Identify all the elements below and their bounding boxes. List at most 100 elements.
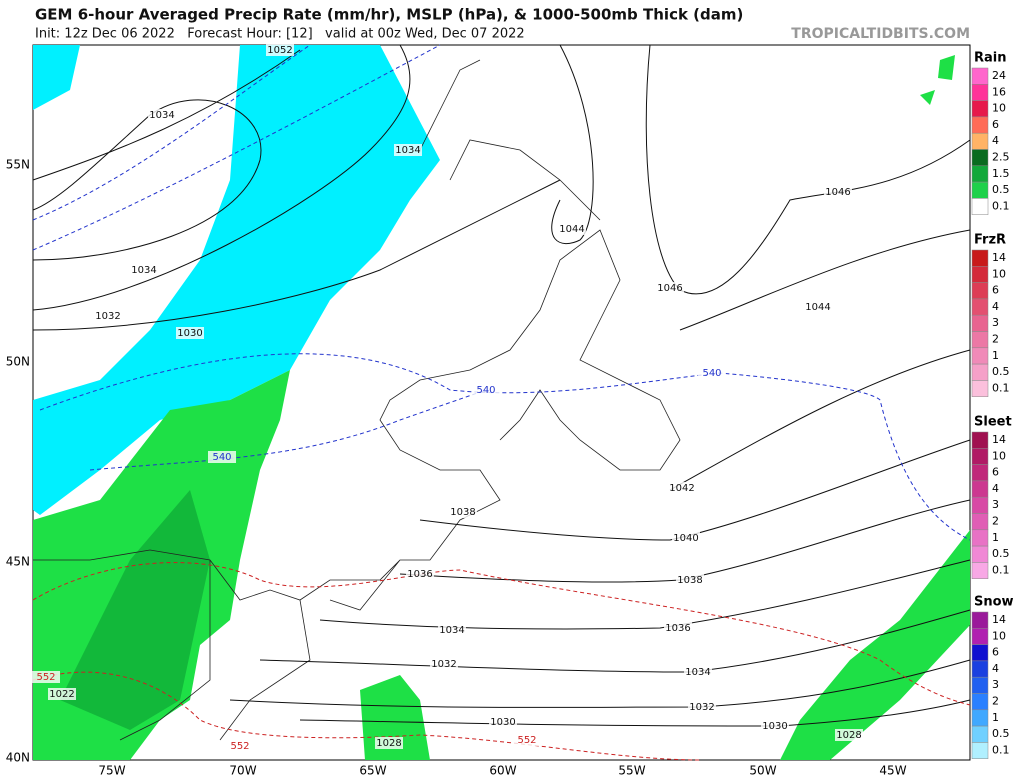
- label-backdrop: [394, 144, 422, 156]
- legend-label: 0.5: [992, 547, 1010, 560]
- legend-label: 16: [992, 85, 1006, 98]
- contour-label: 540: [702, 368, 721, 379]
- label-backdrop: [676, 574, 704, 586]
- title: GEM 6-hour Averaged Precip Rate (mm/hr),…: [35, 6, 743, 24]
- contour-label: 540: [476, 385, 495, 396]
- contour-label: 552: [36, 672, 55, 683]
- legend-label: 6: [992, 118, 999, 131]
- label-backdrop: [489, 716, 517, 728]
- legend-label: 2: [992, 695, 999, 708]
- legend: Rain241610642.51.50.50.1FrzR1410643210.5…: [971, 51, 1014, 759]
- lon-label: 45W: [879, 764, 906, 778]
- lon-label: 70W: [229, 764, 256, 778]
- contour-label: 1044: [805, 302, 830, 313]
- label-backdrop: [835, 729, 863, 741]
- label-backdrop: [824, 186, 852, 198]
- legend-swatch: [971, 198, 989, 215]
- snow-area: [33, 45, 440, 515]
- legend-label: 6: [992, 284, 999, 297]
- label-backdrop: [438, 624, 466, 636]
- contour-label: 1034: [395, 145, 420, 156]
- legend-label: 2: [992, 515, 999, 528]
- legend-swatch: [971, 380, 989, 397]
- contour-label: 1032: [95, 311, 120, 322]
- legend-label: 14: [992, 251, 1006, 264]
- lon-label: 75W: [98, 764, 125, 778]
- legend-label: 10: [992, 629, 1006, 642]
- legend-label: 10: [992, 267, 1006, 280]
- contour-label: 540: [212, 452, 231, 463]
- label-backdrop: [148, 109, 176, 121]
- legend-swatch: [971, 165, 989, 183]
- lon-label: 55W: [618, 764, 645, 778]
- contour-label: 1046: [657, 283, 682, 294]
- legend-swatch: [971, 660, 989, 678]
- legend-swatch: [971, 611, 989, 629]
- legend-title: Sleet: [974, 415, 1012, 430]
- label-backdrop: [449, 506, 477, 518]
- contour-label: 1038: [450, 507, 475, 518]
- contour-label: 1036: [665, 623, 690, 634]
- label-backdrop: [176, 327, 204, 339]
- label-backdrop: [130, 264, 158, 276]
- legend-label: 1: [992, 531, 999, 544]
- legend-swatch: [971, 347, 989, 365]
- contour-label: 1030: [490, 717, 515, 728]
- label-backdrop: [472, 384, 500, 396]
- legend-swatch: [971, 298, 989, 316]
- legend-label: 4: [992, 300, 999, 313]
- legend-swatch: [971, 100, 989, 118]
- legend-label: 10: [992, 449, 1006, 462]
- legend-swatch: [971, 331, 989, 349]
- label-backdrop: [94, 310, 122, 322]
- legend-swatch: [971, 562, 989, 579]
- legend-swatch: [971, 282, 989, 300]
- label-backdrop: [684, 666, 712, 678]
- label-backdrop: [513, 734, 541, 746]
- lat-label: 45N: [6, 555, 30, 569]
- legend-swatch: [971, 84, 989, 101]
- legend-label: 4: [992, 482, 999, 495]
- label-backdrop: [208, 451, 236, 463]
- label-backdrop: [266, 44, 294, 56]
- legend-swatch: [971, 266, 989, 283]
- legend-swatch: [971, 676, 989, 694]
- contour-label: 1040: [673, 533, 698, 544]
- legend-label: 3: [992, 316, 999, 329]
- label-backdrop: [698, 367, 726, 379]
- legend-label: 6: [992, 646, 999, 659]
- heavier-rain: [60, 490, 210, 730]
- label-backdrop: [672, 532, 700, 544]
- contour-label: 1028: [836, 730, 861, 741]
- lon-label: 65W: [359, 764, 386, 778]
- contour-label: 1030: [762, 721, 787, 732]
- label-backdrop: [656, 282, 684, 294]
- legend-swatch: [971, 249, 989, 267]
- legend-label: 1: [992, 711, 999, 724]
- label-backdrop: [668, 482, 696, 494]
- legend-swatch: [971, 363, 989, 381]
- legend-swatch: [971, 314, 989, 332]
- label-backdrop: [761, 720, 789, 732]
- contour-label: 1032: [431, 659, 456, 670]
- contour-label: 1034: [439, 625, 464, 636]
- legend-swatch: [971, 132, 989, 150]
- legend-title: Snow: [974, 595, 1014, 610]
- legend-label: 2: [992, 333, 999, 346]
- contour-label: 1038: [677, 575, 702, 586]
- contour-label: 1030: [177, 328, 202, 339]
- legend-swatch: [971, 529, 989, 547]
- legend-title: FrzR: [974, 233, 1006, 248]
- lat-label: 55N: [6, 158, 30, 172]
- legend-label: 1: [992, 349, 999, 362]
- subtitle: Init: 12z Dec 06 2022 Forecast Hour: [12…: [35, 27, 525, 42]
- legend-label: 24: [992, 69, 1006, 82]
- legend-swatch: [971, 181, 989, 199]
- legend-label: 3: [992, 498, 999, 511]
- label-backdrop: [804, 301, 832, 313]
- legend-swatch: [971, 496, 989, 514]
- legend-title: Rain: [974, 51, 1007, 66]
- label-backdrop: [32, 671, 60, 683]
- contour-label: 1022: [49, 689, 74, 700]
